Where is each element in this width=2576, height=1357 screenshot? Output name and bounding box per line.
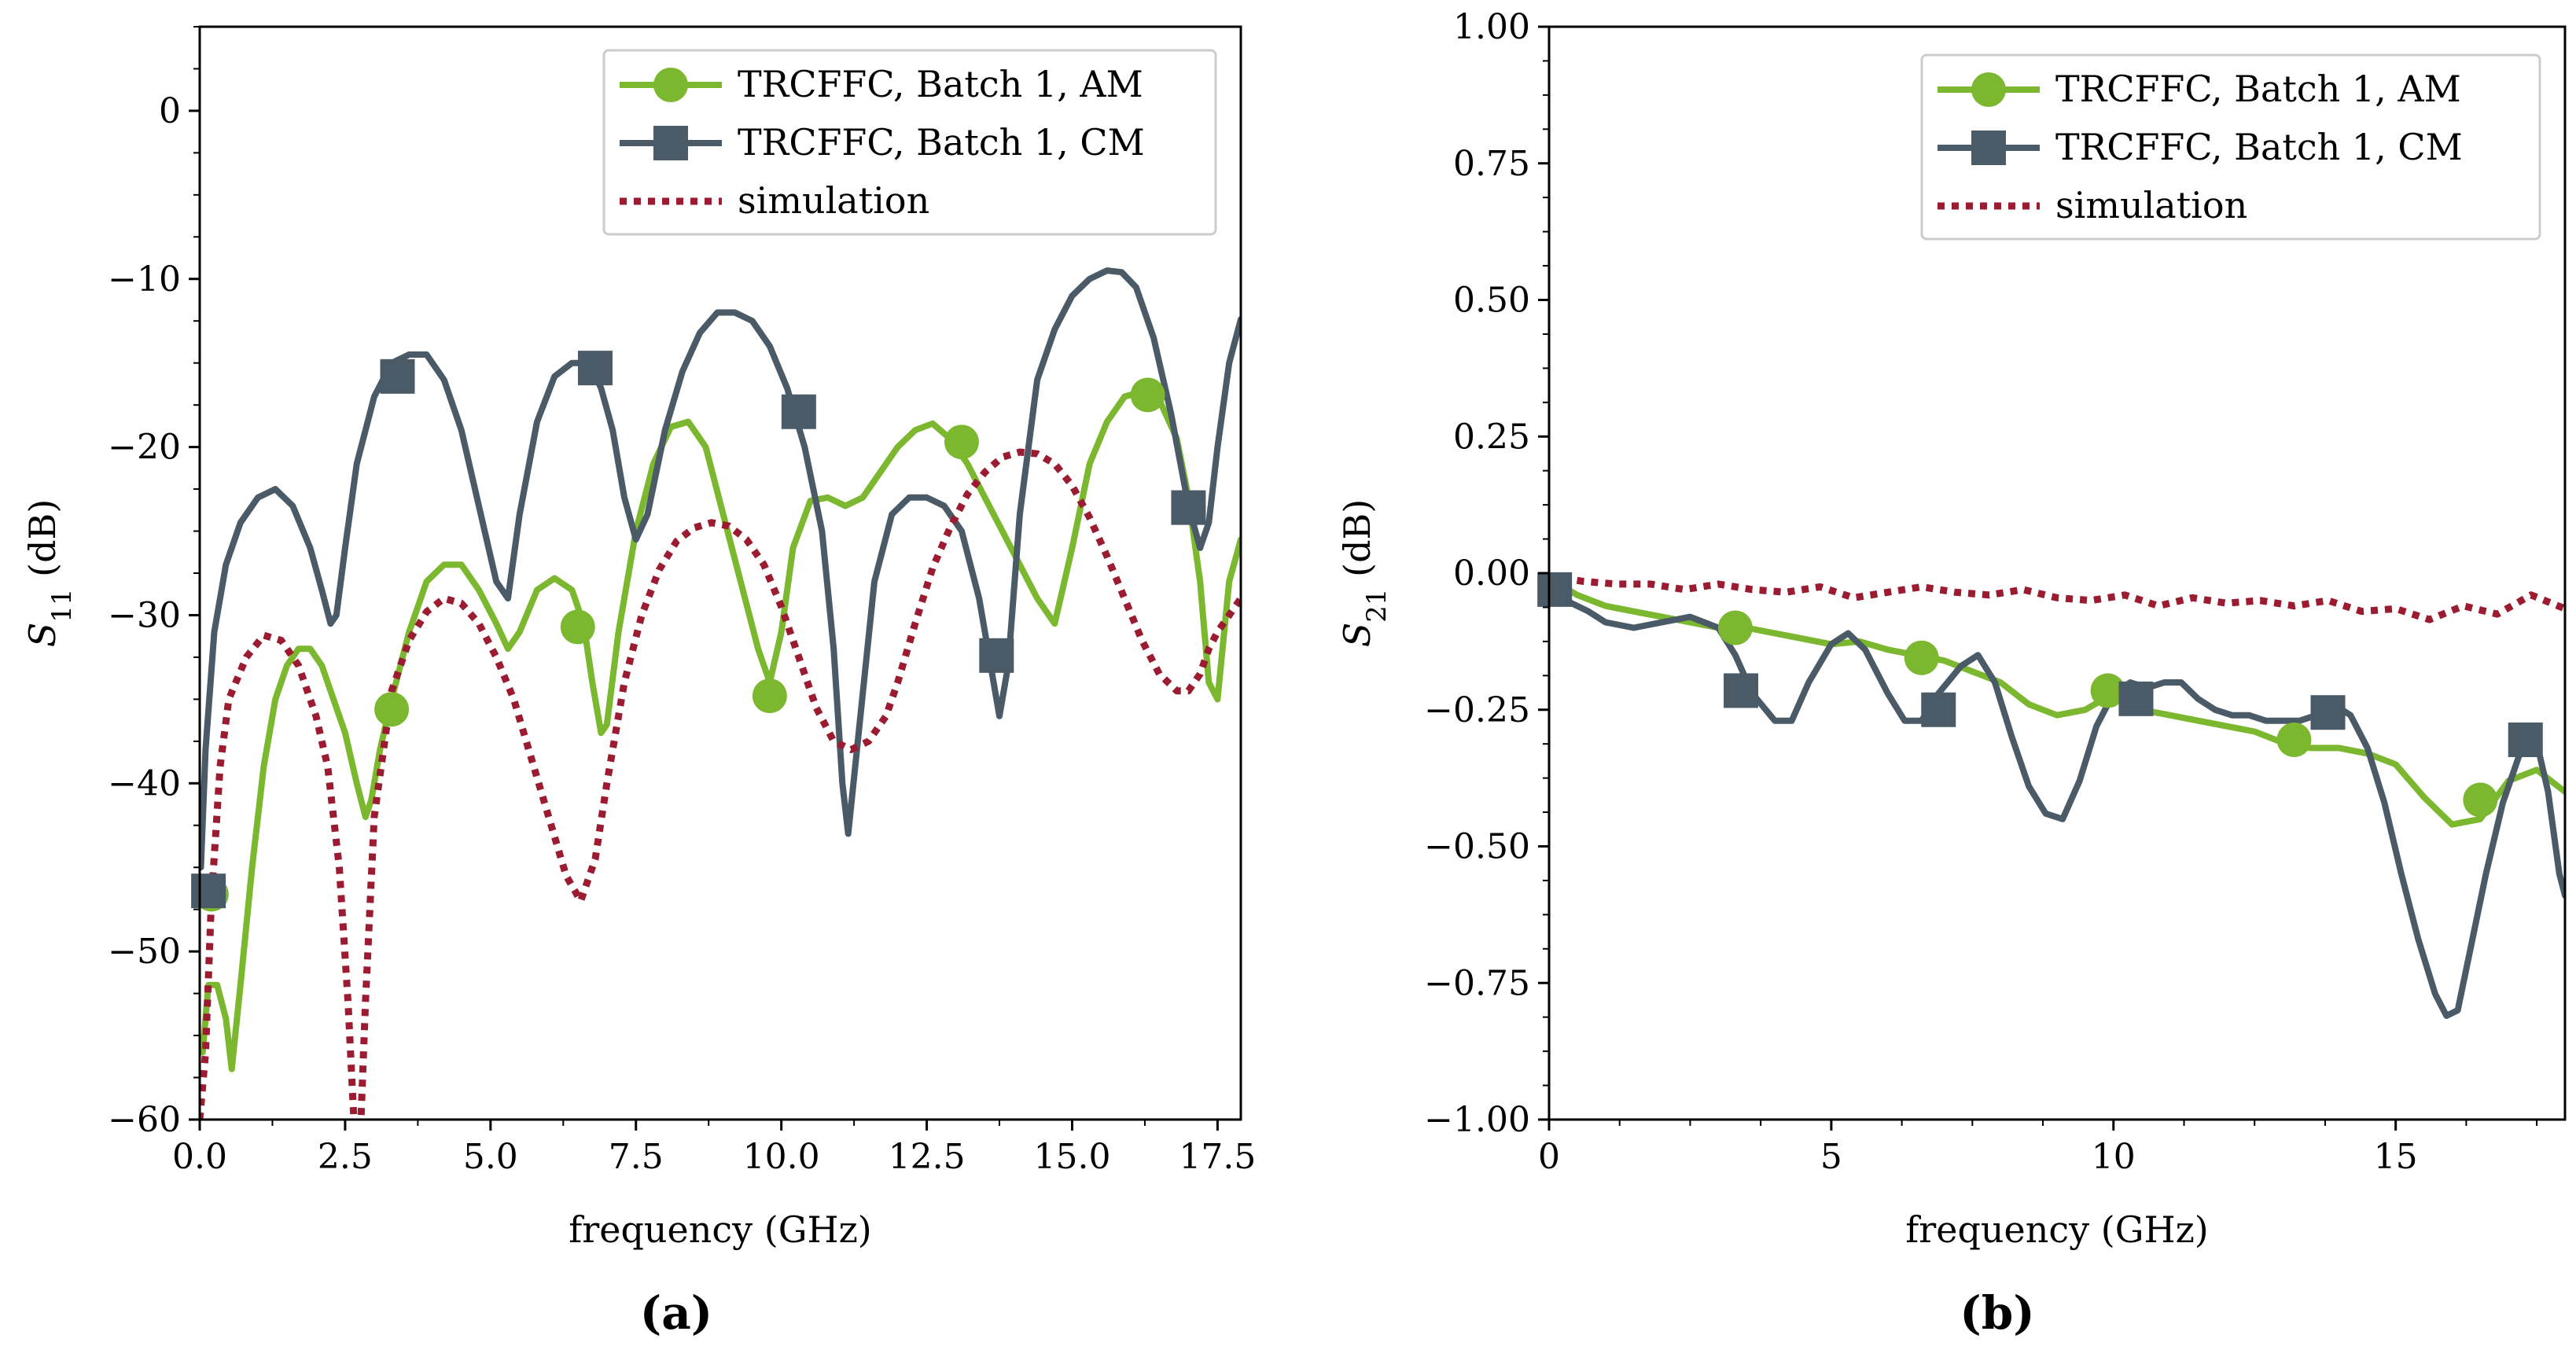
- panel-b-ticks: 0 5 10 15 1.00 0.75 0.50 0.25 0.00 −0.25 −0.50 −0.7…: [1424, 7, 2538, 1177]
- panel-b-marker-layer: [1537, 572, 2543, 818]
- y-tick-label: 0.25: [1453, 417, 1530, 457]
- panel-a-marker-layer: [191, 351, 1206, 912]
- panel-b-xlabel: frequency (GHz): [1905, 1208, 2209, 1251]
- panel-b-legend: TRCFFC, Batch 1, AM TRCFFC, Batch 1, CM si…: [1920, 53, 2541, 241]
- data-point-cm: [380, 359, 415, 394]
- panel-a-series-layer: [200, 267, 1241, 1120]
- data-point-am: [944, 425, 979, 460]
- data-point-cm: [1171, 490, 1206, 525]
- legend-marker-square: [1971, 131, 2006, 165]
- data-point-cm: [1724, 673, 1759, 708]
- data-point-cm: [1921, 692, 1956, 727]
- chart-panel-a: 0.0 2.5 5.0 7.5 10.0 12.5 15.0 17.5 0 −10 −20 −30 −4…: [21, 25, 1256, 1340]
- y-tick-label: 0.00: [1453, 553, 1530, 594]
- legend-label-1: TRCFFC, Batch 1, AM: [738, 63, 1143, 105]
- x-tick-label: 5.0: [463, 1137, 518, 1177]
- data-point-am: [560, 609, 595, 645]
- y-tick-label: 0.50: [1453, 281, 1530, 321]
- y-tick-label: −0.25: [1424, 690, 1530, 730]
- panel-a-ylabel-main: S: [21, 623, 64, 648]
- y-tick-label: −10: [108, 259, 181, 300]
- data-point-cm: [577, 351, 613, 386]
- panel-b-ylabel-main: S: [1336, 623, 1378, 648]
- legend-label-3: simulation: [738, 179, 929, 222]
- legend-marker-circle: [1971, 72, 2006, 107]
- y-tick-label: −60: [108, 1100, 181, 1140]
- panel-b-label: (b): [1960, 1286, 2034, 1340]
- data-point-am: [2276, 722, 2312, 757]
- data-point-cm: [781, 394, 816, 429]
- y-tick-label: −30: [108, 595, 181, 635]
- y-tick-label: 0: [159, 91, 181, 131]
- data-point-am: [2463, 782, 2498, 818]
- series-line-simulation: [200, 448, 1241, 1120]
- data-point-am: [374, 692, 410, 727]
- x-tick-label: 7.5: [609, 1137, 664, 1177]
- panel-a-legend: TRCFFC, Batch 1, AM TRCFFC, Batch 1, CM si…: [602, 49, 1217, 236]
- panel-a-legend-box: [602, 49, 1217, 236]
- panel-a-ylabel-unit: (dB): [21, 499, 64, 589]
- x-tick-label: 10: [2092, 1137, 2136, 1177]
- data-point-am: [1904, 640, 1939, 675]
- y-tick-label: −40: [108, 763, 181, 804]
- panel-a-ticks: 0.0 2.5 5.0 7.5 10.0 12.5 15.0 17.5 0 −10 −20 −30 −4…: [108, 26, 1256, 1177]
- series-line-cm: [200, 267, 1241, 871]
- y-tick-label: −0.50: [1424, 827, 1530, 867]
- data-point-cm: [2118, 681, 2154, 716]
- data-point-cm: [979, 638, 1014, 673]
- x-tick-label: 0: [1538, 1137, 1560, 1177]
- data-point-am: [2090, 673, 2125, 708]
- data-point-cm: [2508, 722, 2543, 757]
- data-point-cm: [1537, 572, 1573, 607]
- legend-label-1: TRCFFC, Batch 1, AM: [2055, 68, 2461, 110]
- x-tick-label: 15.0: [1034, 1137, 1111, 1177]
- x-tick-label: 12.5: [889, 1137, 966, 1177]
- data-point-cm: [191, 873, 226, 909]
- panel-b-ylabel-sub: 21: [1361, 588, 1393, 622]
- chart-panel-b: 0 5 10 15 1.00 0.75 0.50 0.25 0.00 −0.25 −0.50 −0.7…: [1336, 7, 2567, 1340]
- x-tick-label: 17.5: [1179, 1137, 1256, 1177]
- panel-b-legend-box: [1920, 53, 2541, 241]
- data-point-am: [1717, 610, 1753, 645]
- series-line-am: [200, 388, 1241, 1072]
- y-tick-label: −0.75: [1424, 963, 1530, 1003]
- x-tick-label: 2.5: [318, 1137, 373, 1177]
- panel-a-ylabel-sub: 11: [46, 588, 78, 622]
- x-tick-label: 15: [2374, 1137, 2418, 1177]
- panel-b-ylabel: S21 (dB): [1336, 499, 1393, 648]
- panel-b-ylabel-unit: (dB): [1336, 499, 1378, 589]
- legend-label-3: simulation: [2055, 184, 2247, 226]
- legend-label-2: TRCFFC, Batch 1, CM: [738, 121, 1145, 164]
- data-point-am: [1130, 377, 1165, 413]
- y-tick-label: −50: [108, 932, 181, 972]
- data-point-cm: [2310, 695, 2346, 730]
- data-point-am: [752, 678, 787, 714]
- y-tick-label: 1.00: [1453, 7, 1530, 47]
- series-line-simulation: [1549, 572, 2565, 623]
- panel-a-ylabel: S11 (dB): [21, 499, 78, 648]
- y-tick-label: 0.75: [1453, 144, 1530, 184]
- panel-a-xlabel: frequency (GHz): [569, 1208, 872, 1251]
- panel-a-label: (a): [640, 1286, 712, 1340]
- legend-marker-square: [653, 126, 688, 160]
- x-tick-label: 0.0: [172, 1137, 227, 1177]
- x-tick-label: 5: [1820, 1137, 1842, 1177]
- x-tick-label: 10.0: [743, 1137, 820, 1177]
- y-tick-label: −20: [108, 428, 181, 468]
- y-tick-label: −1.00: [1424, 1100, 1530, 1140]
- legend-label-2: TRCFFC, Batch 1, CM: [2055, 126, 2463, 168]
- legend-marker-circle: [653, 68, 688, 102]
